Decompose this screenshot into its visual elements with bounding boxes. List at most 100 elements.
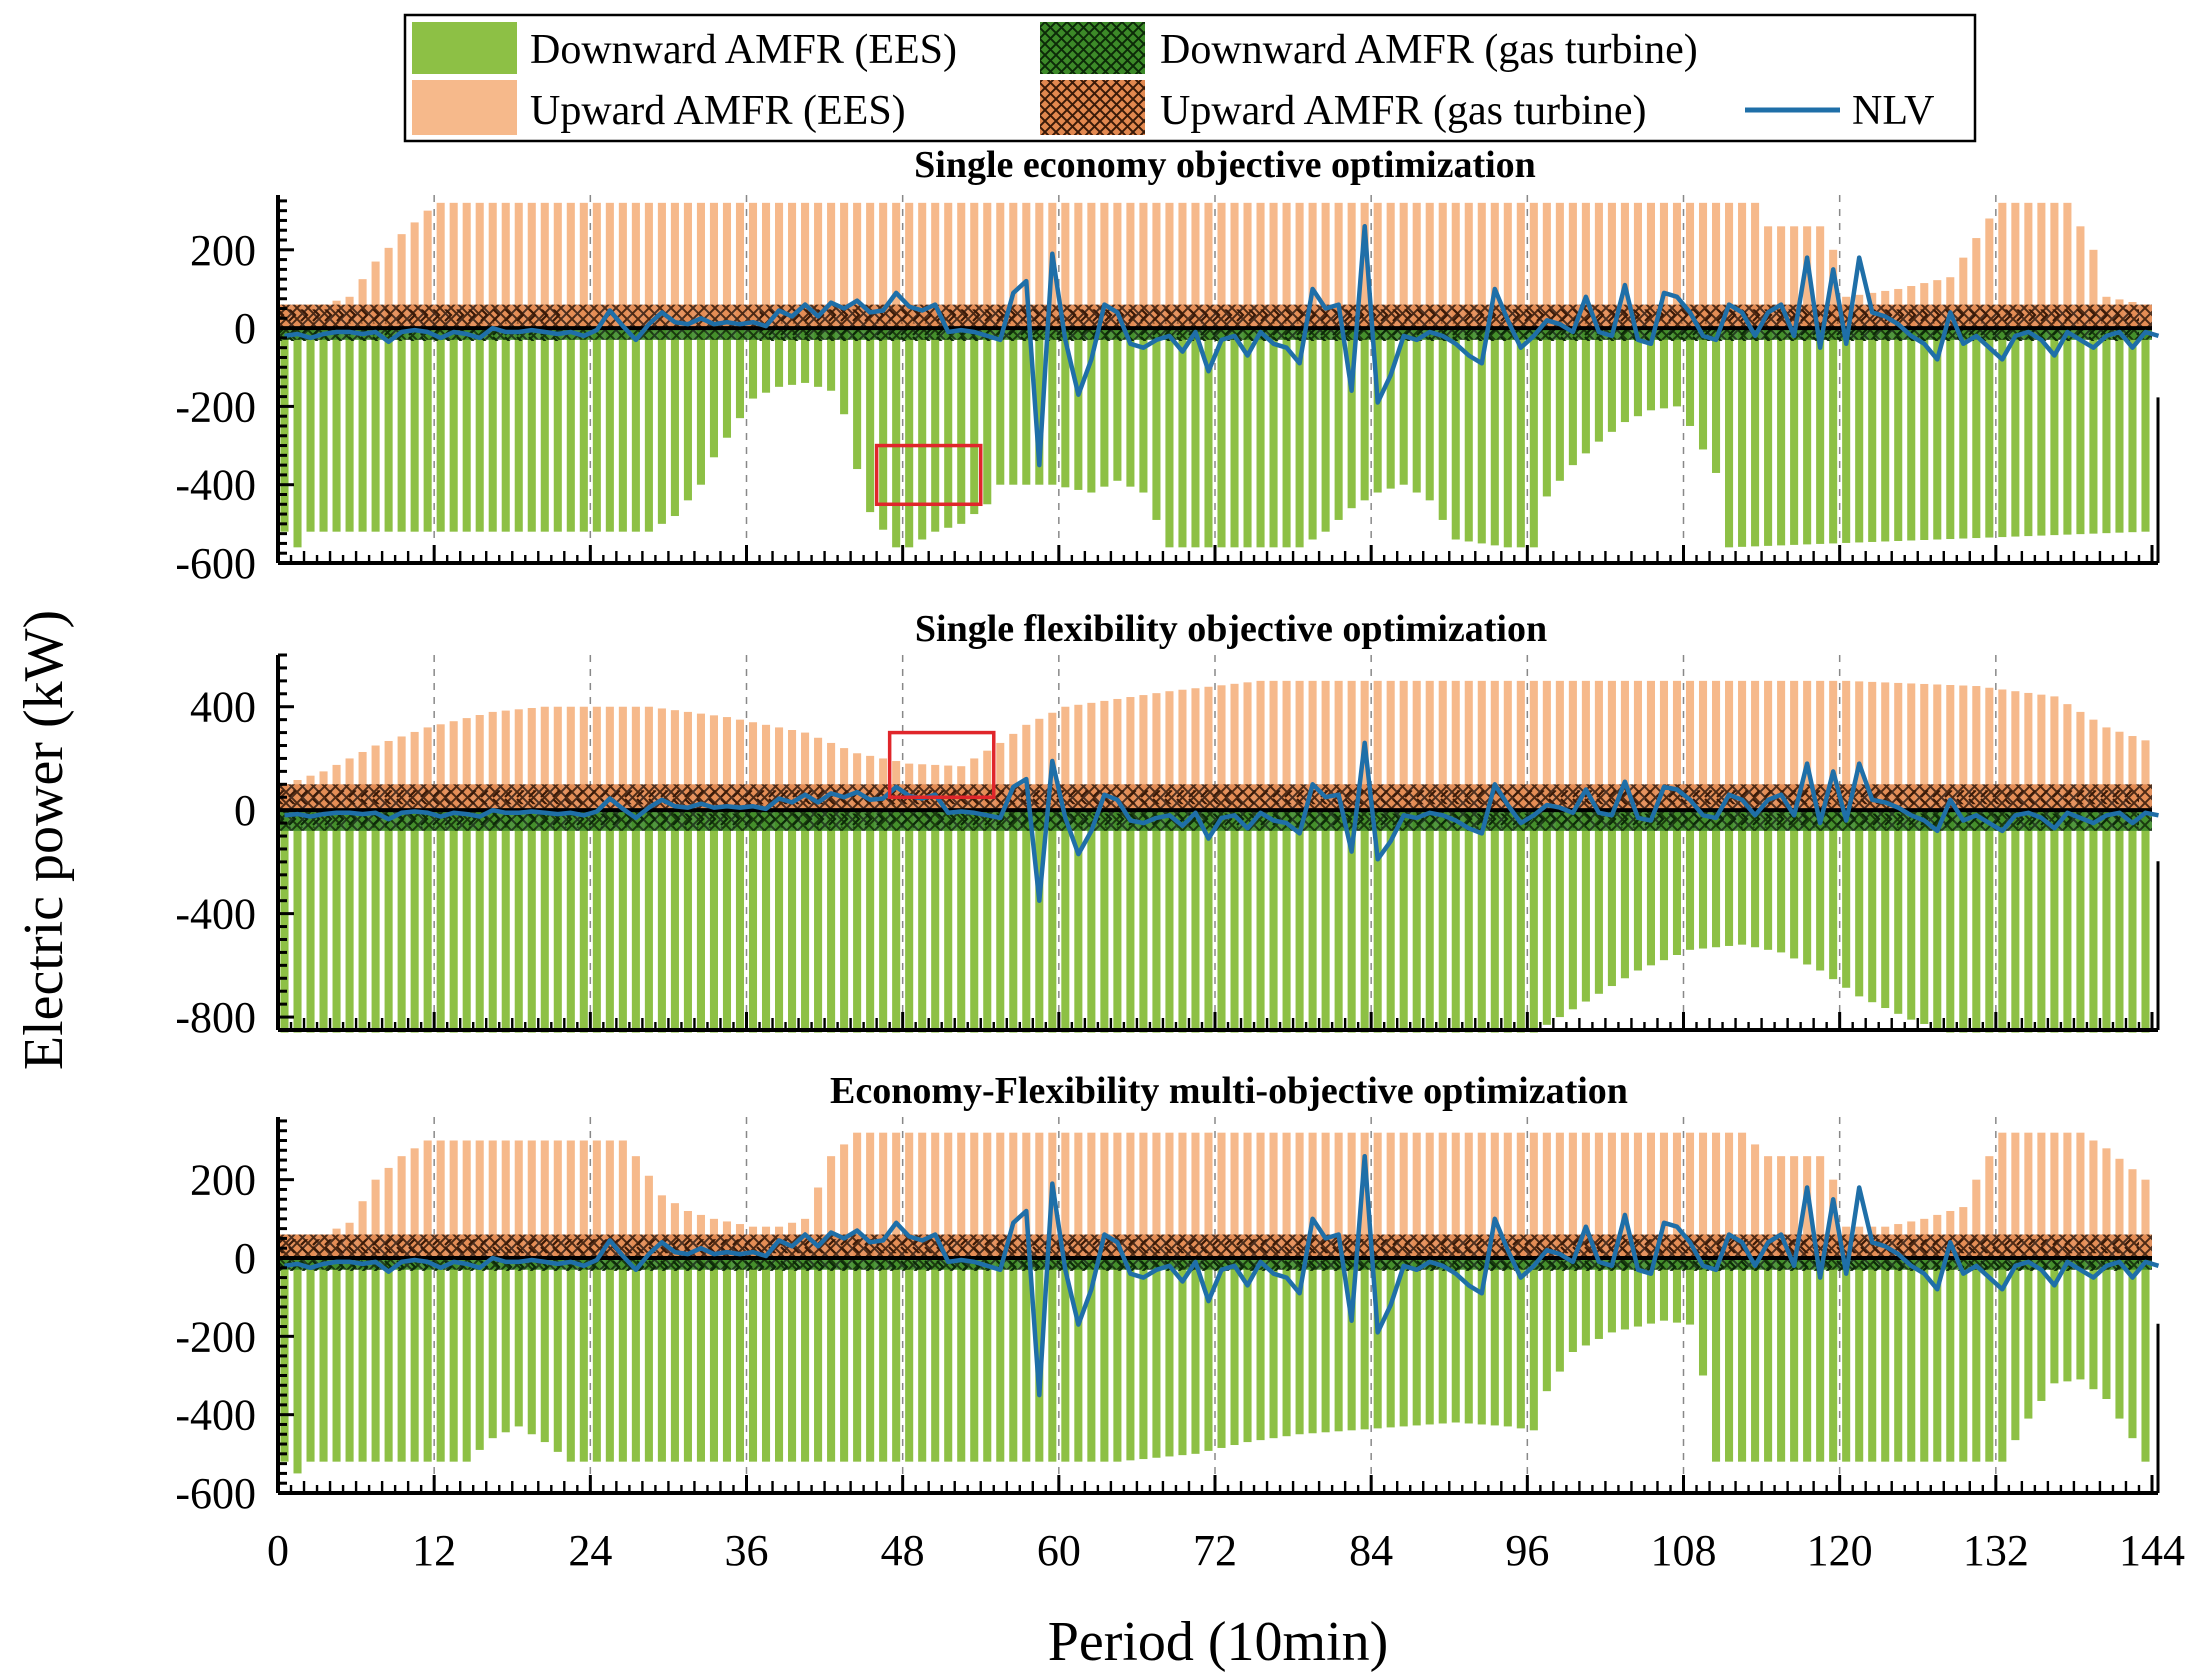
bar-ees-up-63 [1100,1132,1109,1258]
bar-ees-up-109 [1698,1132,1708,1258]
bar-ees-up-105 [1646,202,1655,329]
bar-ees-up-116 [1790,680,1799,811]
bar-ees-down-92 [1477,328,1486,544]
bar-ees-up-114 [1764,1156,1773,1258]
bar-ees-up-110 [1712,1132,1721,1258]
bar-ees-up-22 [566,706,575,811]
bar-ees-down-51 [944,810,953,1033]
bar-ees-down-91 [1464,1258,1473,1424]
bar-ees-up-106 [1659,1132,1669,1258]
bar-ees-down-7 [371,810,380,1033]
bar-ees-up-24 [592,706,601,811]
bar-ees-down-33 [709,328,718,458]
bar-ees-up-102 [1607,1132,1616,1258]
bar-ees-up-80 [1321,202,1330,329]
y-tick-label-1: -400 [175,461,256,510]
bar-ees-down-99 [1568,328,1577,466]
bar-ees-up-32 [696,202,705,329]
bar-ees-down-54 [983,328,992,505]
bar-ees-down-141 [2115,1258,2124,1419]
bar-ees-down-81 [1334,1258,1343,1432]
bar-ees-up-142 [2128,736,2137,811]
bar-ees-up-99 [1568,202,1577,329]
bar-ees-down-1 [293,810,302,1033]
bar-ees-up-84 [1373,1132,1382,1258]
bar-ees-up-140 [2102,1148,2111,1258]
bar-ees-down-59 [1048,1258,1057,1462]
bar-ees-down-133 [2011,810,2020,1033]
bar-ees-up-138 [2076,226,2085,329]
bar-ees-down-107 [1672,328,1682,407]
bar-ees-up-47 [892,1132,901,1258]
bar-ees-up-60 [1061,706,1070,811]
bar-ees-up-11 [423,210,432,329]
bar-ees-up-8 [384,247,393,329]
bar-ees-down-21 [553,328,562,532]
bar-ees-up-125 [1907,683,1916,811]
bar-ees-up-36 [748,722,758,811]
bar-ees-down-96 [1529,328,1538,548]
bar-ees-up-102 [1607,202,1616,329]
bar-ees-up-120 [1842,680,1851,811]
chevron-row-up-1 [759,309,2139,324]
bar-ees-down-26 [618,328,627,532]
bar-ees-down-59 [1048,810,1057,1033]
bar-ees-down-79 [1308,810,1317,1033]
bar-ees-up-41 [814,1187,823,1258]
bar-ees-down-28 [644,810,653,1033]
bar-ees-up-62 [1087,1132,1096,1258]
bar-ees-up-44 [853,202,862,329]
bar-ees-down-118 [1816,328,1825,544]
bar-ees-down-131 [1985,328,1994,538]
bar-ees-down-119 [1829,1258,1838,1462]
bar-ees-up-98 [1555,680,1564,811]
bar-ees-up-67 [1152,693,1161,811]
bar-ees-up-69 [1178,202,1187,329]
bar-ees-up-70 [1191,688,1200,811]
bar-ees-up-6 [358,279,367,329]
panel-economy: -600 -400 -200 0 200 [175,195,2160,588]
bar-ees-down-98 [1555,810,1564,1018]
bar-ees-up-135 [2037,694,2046,811]
bar-ees-down-97 [1542,1258,1551,1392]
bar-ees-up-127 [1933,684,1942,811]
bar-ees-down-45 [866,328,875,513]
bar-ees-down-125 [1907,328,1916,541]
bar-ees-up-75 [1256,202,1265,329]
bar-ees-down-8 [384,328,393,532]
bar-ees-down-117 [1803,328,1812,545]
bar-ees-down-6 [358,1258,367,1462]
bar-ees-up-89 [1438,202,1447,329]
bar-ees-down-39 [788,1258,797,1462]
bar-ees-up-27 [631,202,640,329]
bar-ees-down-55 [996,1258,1005,1462]
bar-ees-down-64 [1113,328,1122,481]
bar-ees-down-83 [1360,810,1369,1033]
bar-ees-down-116 [1790,328,1799,545]
bar-ees-down-2 [306,328,315,532]
bar-ees-down-45 [866,1258,875,1462]
bar-ees-down-19 [527,1258,536,1435]
bar-ees-up-106 [1659,202,1669,329]
bar-ees-down-86 [1399,328,1408,485]
bar-ees-down-106 [1659,810,1669,961]
bar-ees-down-38 [775,328,784,387]
bar-ees-up-19 [527,1140,536,1258]
bar-ees-down-104 [1633,328,1642,417]
bar-ees-down-67 [1152,1258,1161,1458]
bar-ees-down-18 [514,328,523,532]
bar-ees-down-24 [592,1258,601,1462]
bar-ees-up-82 [1347,1132,1356,1258]
nlv-line [284,1153,2160,1398]
bar-ees-down-142 [2128,328,2137,533]
bar-ees-down-8 [384,810,393,1033]
bar-ees-up-36 [748,202,758,329]
bar-ees-down-66 [1139,810,1148,1033]
bar-ees-up-28 [644,202,653,329]
bar-ees-up-33 [709,202,718,329]
nlv-line [284,740,2159,903]
panel-title-economy: Single economy objective optimization [914,144,1536,186]
x-tick-label-3: 36 [725,1526,769,1575]
bar-ees-up-63 [1100,700,1109,811]
bar-ees-down-122 [1868,328,1877,542]
